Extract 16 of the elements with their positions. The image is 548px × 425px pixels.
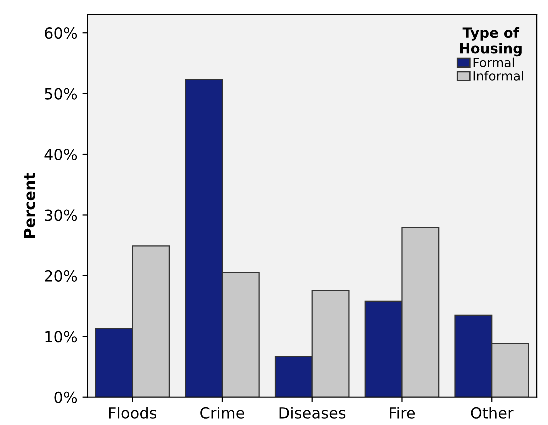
x-tick-label: Fire [390,407,416,419]
legend-label: Informal [474,71,524,81]
x-tick-label: Crime [200,407,244,419]
y-axis-title: Percent [24,173,36,238]
y-tick-label: 20% [45,270,78,282]
legend-title: Type of Housing [460,27,522,57]
x-tick-label: Diseases [280,407,346,419]
y-tick-label: 50% [45,88,78,100]
y-tick-label: 0% [54,392,78,404]
y-tick-label: 10% [46,331,78,343]
x-tick-label: Other [471,407,514,419]
y-tick-label: 30% [45,210,78,222]
y-tick-label: 40% [44,148,78,161]
y-tick-label: 60% [45,28,78,40]
x-tick-label: Floods [109,407,157,419]
legend-label: Formal [474,58,514,68]
